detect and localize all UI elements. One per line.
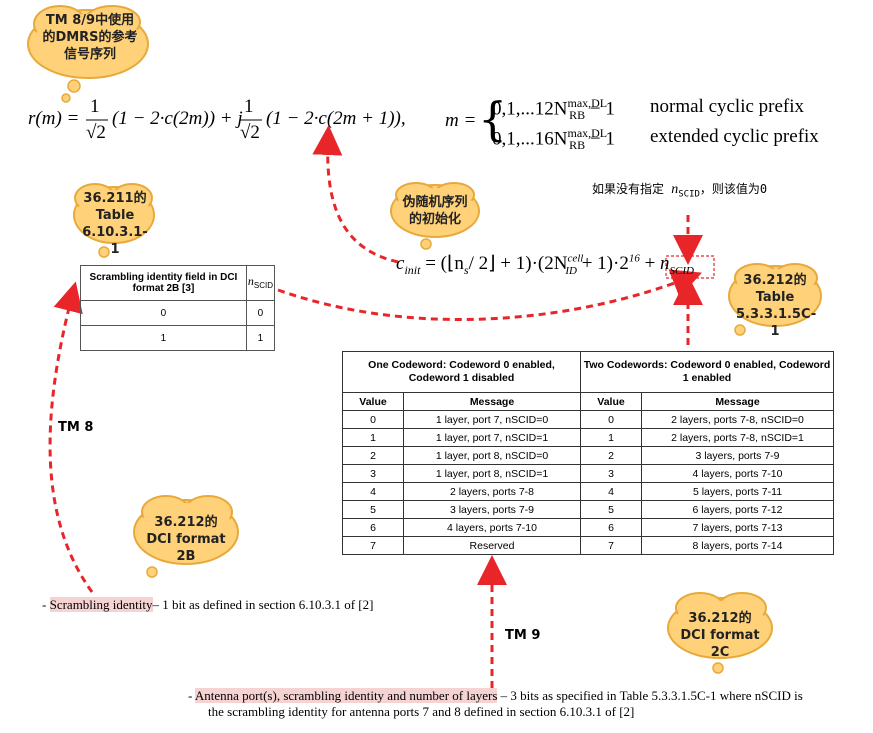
- m-row2: 0,1,...16Nmax,DLRB − 1: [492, 126, 615, 153]
- m-row2-desc: extended cyclic prefix: [650, 126, 819, 147]
- default-note: 如果没有指定 nSCID，则该值为0: [592, 182, 768, 200]
- table-row: 1 1: [80, 325, 276, 351]
- cloud-shape-3: [390, 182, 480, 250]
- formula-rm: r(m) =: [28, 108, 79, 130]
- t2-col-value: Value: [342, 392, 404, 411]
- table-row: 7 Reserved 7 8 layers, ports 7-14: [342, 536, 834, 555]
- cloud-text-5: 36.212的 DCI format 2B: [146, 515, 226, 564]
- t2-col-message: Message: [403, 392, 581, 411]
- note-antenna-ports: - Antenna port(s), scrambling identity a…: [188, 688, 803, 703]
- t1-header-field: Scrambling identity field in DCI format …: [80, 265, 247, 301]
- cloud-shape-4: [728, 263, 822, 336]
- scrambling-identity-table: Scrambling identity field in DCI format …: [80, 265, 276, 351]
- arrow-table1-to-nscid: [277, 269, 702, 321]
- arrow-dci2b-to-table1: [48, 281, 94, 593]
- tm8-label: TM 8: [58, 420, 94, 435]
- cloud-shape-5: [133, 495, 239, 578]
- antenna-port-table: One Codeword: Codeword 0 enabled, Codewo…: [342, 351, 834, 555]
- rm-part3: (1 − 2·c(2m + 1)),: [266, 108, 406, 129]
- rm-lhs: r(m) =: [28, 108, 80, 129]
- t2-col-message-2: Message: [641, 392, 834, 411]
- t1-header-nscid: nSCID: [245, 265, 276, 301]
- m-brace: {: [478, 92, 508, 146]
- t2-group-one: One Codeword: Codeword 0 enabled, Codewo…: [342, 351, 581, 393]
- cloud-shape-6: [667, 592, 773, 674]
- cloud-text-2: 36.211的 Table 6.10.3.1-1: [82, 191, 148, 257]
- rm-part2: (1 − 2·c(2m)) + j: [112, 108, 243, 129]
- t2-col-value-2: Value: [580, 392, 642, 411]
- m-lhs: m =: [445, 110, 477, 131]
- cloud-text-3: 伪随机序列的初始化: [402, 195, 468, 227]
- cloud-text-4: 36.212的 Table 5.3.3.1.5C-1: [736, 273, 817, 339]
- note-scrambling-identity: - Scrambling identity– 1 bit as defined …: [42, 597, 374, 612]
- arrows: [48, 125, 703, 688]
- arrow-cinit-to-formula: [312, 125, 399, 264]
- table-row: 0 0: [80, 300, 276, 326]
- frac2-num: 1: [244, 96, 254, 117]
- m-row1: 0,1,...12Nmax,DLRB − 1: [492, 96, 615, 123]
- note-antenna-ports-line2: the scrambling identity for antenna port…: [208, 704, 635, 719]
- frac1-den: √2: [86, 122, 106, 143]
- frac1-num: 1: [90, 96, 100, 117]
- m-row1-desc: normal cyclic prefix: [650, 96, 805, 117]
- formula-cinit: cinit = (⌊ns/ 2⌋ + 1)·(2NcellID + 1)·216…: [396, 252, 694, 277]
- cloud-shape-2: [73, 183, 155, 258]
- cloud-text-1: TM 8/9中使用的DMRS的参考信号序列: [42, 13, 138, 62]
- cloud-shape-1: [27, 5, 149, 103]
- t2-group-two: Two Codewords: Codeword 0 enabled, Codew…: [580, 351, 834, 393]
- cloud-text-6: 36.212的 DCI format 2C: [680, 611, 760, 660]
- tm9-label: TM 9: [505, 628, 541, 643]
- frac2-den: √2: [240, 122, 260, 143]
